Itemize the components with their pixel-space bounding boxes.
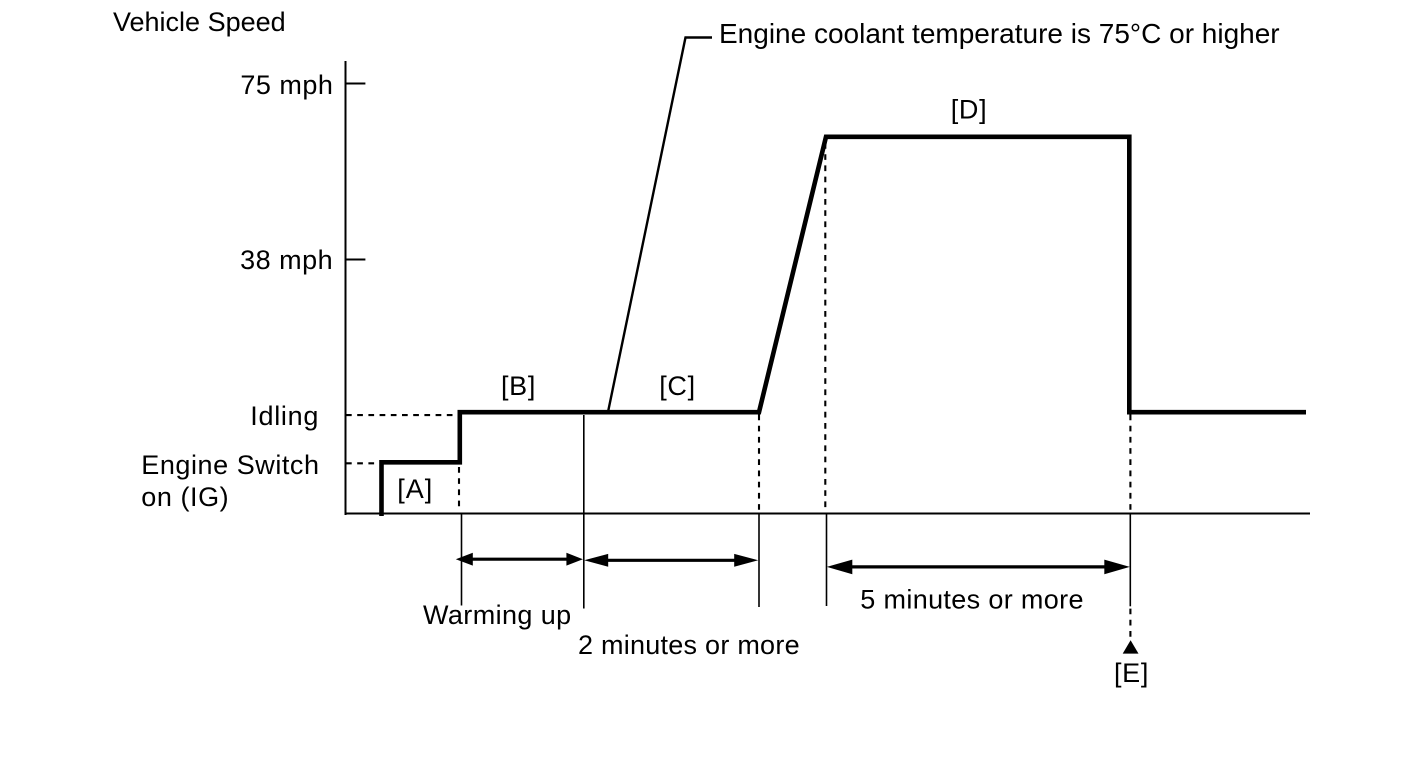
svg-text:2 minutes or more: 2 minutes or more [578, 630, 800, 660]
svg-text:[A]: [A] [397, 474, 433, 504]
svg-text:75 mph: 75 mph [240, 70, 333, 100]
svg-text:Warming up: Warming up [423, 600, 572, 630]
svg-text:[C]: [C] [659, 371, 696, 401]
svg-text:Vehicle Speed: Vehicle Speed [113, 7, 286, 37]
svg-text:[E]: [E] [1114, 658, 1149, 688]
svg-text:Idling: Idling [250, 401, 319, 431]
svg-text:[D]: [D] [951, 95, 988, 125]
svg-text:on (IG): on (IG) [141, 482, 229, 512]
svg-text:Engine coolant temperature is: Engine coolant temperature is 75°C or hi… [719, 18, 1280, 49]
svg-text:5 minutes or more: 5 minutes or more [860, 585, 1084, 615]
svg-text:[B]: [B] [501, 371, 536, 401]
svg-text:38 mph: 38 mph [240, 245, 333, 275]
svg-text:Engine Switch: Engine Switch [141, 450, 319, 480]
